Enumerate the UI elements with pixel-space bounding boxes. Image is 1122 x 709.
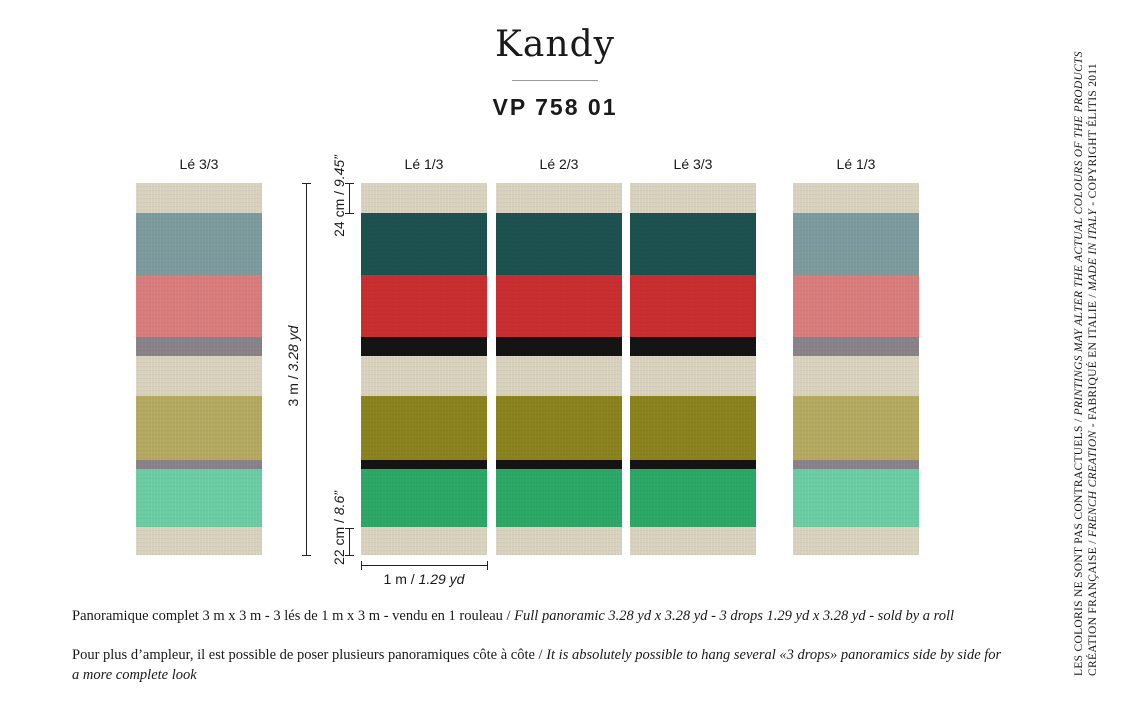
stripe-grey xyxy=(793,337,919,357)
stripe-cream xyxy=(793,527,919,555)
stripe-green xyxy=(630,469,756,529)
stripe-green xyxy=(496,469,622,529)
stripe-green xyxy=(361,469,487,529)
bottom-band-metric: 22 cm / xyxy=(331,519,347,565)
top-band-imperial: 9.45” xyxy=(331,155,347,188)
top-band-dimension-line xyxy=(349,183,350,213)
stripe-black xyxy=(630,337,756,357)
description-line-2: Pour plus d’ampleur, il est possible de … xyxy=(72,645,1012,685)
stripe-cream xyxy=(496,183,622,213)
width-tick-right xyxy=(487,561,488,570)
stripe-red xyxy=(136,275,262,339)
stripe-olive xyxy=(630,396,756,462)
stripe-olive xyxy=(793,396,919,462)
height-imperial: 3.28 yd xyxy=(285,325,301,372)
stripe-black xyxy=(496,337,622,357)
height-metric: 3 m / xyxy=(285,375,301,407)
stripe-cream xyxy=(793,183,919,213)
height-dimension-line xyxy=(306,183,307,555)
description-1-en: Full panoramic 3.28 yd x 3.28 yd - 3 dro… xyxy=(514,608,955,624)
stripe-cream xyxy=(361,183,487,213)
stripe-cream xyxy=(630,356,756,398)
bottom-band-imperial: 8.6” xyxy=(331,491,347,516)
top-band-dimension-label: 24 cm / 9.45” xyxy=(331,136,347,256)
stripe-green xyxy=(136,469,262,529)
bottom-band-dimension-line xyxy=(349,528,350,555)
width-metric: 1 m / xyxy=(383,571,415,587)
description-2-en: It is absolutely possible to hang severa… xyxy=(72,647,1002,683)
height-dimension-tick-top xyxy=(302,183,311,184)
stripe-teal xyxy=(496,213,622,275)
stripe-cream xyxy=(793,356,919,398)
wallpaper-panel-2 xyxy=(496,183,622,555)
wallpaper-panel-faded-left xyxy=(136,183,262,555)
stripe-red xyxy=(630,275,756,339)
width-dimension-label: 1 m / 1.29 yd xyxy=(361,571,487,587)
bottom-band-tick-bottom xyxy=(345,555,354,556)
height-dimension-label: 3 m / 3.28 yd xyxy=(285,296,301,436)
stripe-cream xyxy=(136,527,262,555)
side-line-2-copy: - COPYRIGHT ÉLITIS 2011 xyxy=(1087,63,1099,209)
wallpaper-panel-faded-right xyxy=(793,183,919,555)
top-band-tick-top xyxy=(345,183,354,184)
product-reference: VP 758 01 xyxy=(492,94,618,120)
panel-label-4: Lé 3/3 xyxy=(673,156,713,172)
top-band-metric: 24 cm / xyxy=(331,190,347,237)
width-tick-left xyxy=(361,561,362,570)
stripe-teal xyxy=(361,213,487,275)
stripe-cream xyxy=(361,356,487,398)
stripe-red xyxy=(361,275,487,339)
stripe-black xyxy=(361,337,487,357)
side-line-2-en: FRENCH CREATION xyxy=(1087,430,1099,538)
width-dimension-line xyxy=(361,565,487,566)
panel-label-3: Lé 2/3 xyxy=(539,156,579,172)
side-line-1-fr: LES COLORIS NE SONT PAS CONTRACTUELS / xyxy=(1073,415,1085,676)
side-line-1-en: PRINTINGS MAY ALTER THE ACTUAL COLOURS O… xyxy=(1073,51,1085,416)
stripe-green xyxy=(793,469,919,529)
side-line-2-rest: - FABRIQUÉ EN ITALIE / xyxy=(1087,290,1099,431)
width-imperial: 1.29 yd xyxy=(418,571,465,587)
stripe-cream xyxy=(630,527,756,555)
bottom-band-dimension-label: 22 cm / 8.6” xyxy=(331,468,347,588)
description-2-fr: Pour plus d’ampleur, il est possible de … xyxy=(72,647,547,663)
stripe-cream xyxy=(136,183,262,213)
side-disclaimer-line-2: CRÉATION FRANÇAISE / FRENCH CREATION - F… xyxy=(1087,30,1099,676)
panel-label-1: Lé 3/3 xyxy=(179,156,219,172)
panel-label-2: Lé 1/3 xyxy=(404,156,444,172)
top-band-tick-bottom xyxy=(345,213,354,214)
title-divider xyxy=(512,80,598,81)
side-line-2-fr: CRÉATION FRANÇAISE / xyxy=(1087,537,1099,676)
description-line-1: Panoramique complet 3 m x 3 m - 3 lés de… xyxy=(72,606,1012,626)
stripe-grey xyxy=(136,460,262,470)
stripe-cream xyxy=(496,356,622,398)
stripe-teal xyxy=(136,213,262,275)
stripe-olive xyxy=(496,396,622,462)
stripe-red xyxy=(793,275,919,339)
stripe-red xyxy=(496,275,622,339)
stripe-cream xyxy=(361,527,487,555)
description-1-fr: Panoramique complet 3 m x 3 m - 3 lés de… xyxy=(72,608,515,624)
panel-label-5: Lé 1/3 xyxy=(836,156,876,172)
stripe-black xyxy=(361,460,487,470)
stripe-grey xyxy=(793,460,919,470)
stripe-grey xyxy=(136,337,262,357)
wallpaper-panel-1 xyxy=(361,183,487,555)
stripe-teal xyxy=(793,213,919,275)
bottom-band-tick-top xyxy=(345,528,354,529)
side-disclaimer-line-1: LES COLORIS NE SONT PAS CONTRACTUELS / P… xyxy=(1073,30,1085,676)
stripe-cream xyxy=(136,356,262,398)
stripe-cream xyxy=(496,527,622,555)
wallpaper-panel-3 xyxy=(630,183,756,555)
stripe-black xyxy=(496,460,622,470)
stripe-teal xyxy=(630,213,756,275)
stripe-cream xyxy=(630,183,756,213)
side-line-2-made: MADE IN ITALY xyxy=(1087,208,1099,291)
stripe-olive xyxy=(361,396,487,462)
stripe-olive xyxy=(136,396,262,462)
height-dimension-tick-bottom xyxy=(302,555,311,556)
side-disclaimer: LES COLORIS NE SONT PAS CONTRACTUELS / P… xyxy=(1067,30,1107,676)
stripe-black xyxy=(630,460,756,470)
product-title: Kandy xyxy=(495,24,615,65)
